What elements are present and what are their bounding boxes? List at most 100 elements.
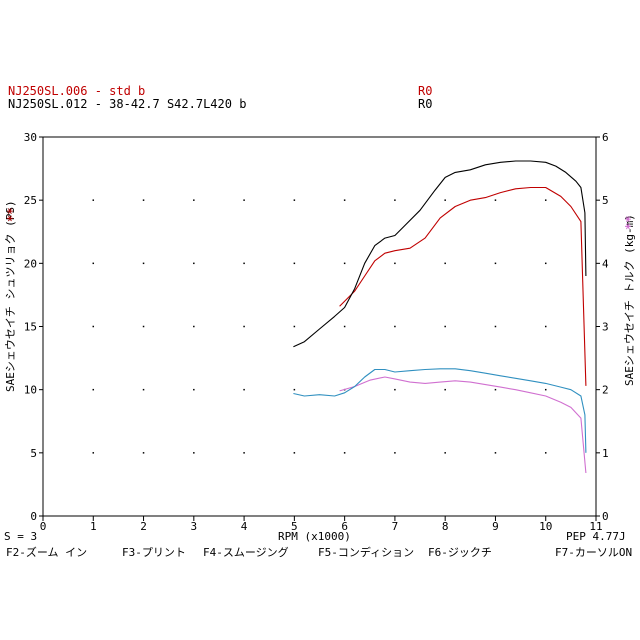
series-layer — [293, 160, 587, 474]
grid-dot — [444, 199, 446, 201]
grid-dot — [193, 262, 195, 265]
grid-dot — [494, 199, 497, 201]
grid-dot — [193, 452, 195, 454]
fkey-f6[interactable]: F6-ジックチ — [428, 546, 492, 559]
y-tick-label: 15 — [24, 321, 37, 334]
y2-ticks: 0 1 2 3 4 5 6 — [596, 131, 609, 523]
grid-dot — [544, 388, 547, 391]
run1-tag: R0 — [418, 84, 432, 98]
grid-dot — [293, 262, 296, 265]
fkey-cursor-on[interactable]: F7-カーソルON — [555, 546, 632, 559]
x-tick-label: 0 — [40, 520, 47, 533]
grid-dot — [193, 199, 195, 201]
grid-dot — [243, 452, 245, 454]
pep-readout: PEP 4.77J — [566, 530, 626, 543]
y2-tick-label: 2 — [602, 384, 609, 397]
grid-dot — [394, 262, 396, 265]
y2-tick-label: 0 — [602, 510, 609, 523]
grid-dot — [494, 262, 497, 265]
grid-dot — [293, 325, 296, 328]
grid-dot — [444, 262, 446, 265]
grid-dot — [544, 325, 547, 328]
grid-dot — [142, 262, 145, 265]
grid-dot — [394, 452, 396, 454]
y-tick-label: 25 — [24, 194, 37, 207]
y2-tick-label: 6 — [602, 131, 609, 144]
y2-tick-label: 1 — [602, 447, 609, 460]
y-tick-label: 20 — [24, 257, 37, 270]
left-markers: ** — [5, 208, 19, 222]
series-torque-line-2 — [339, 376, 587, 474]
series-power-line-0 — [339, 186, 587, 386]
fkey-condition[interactable]: F5-コンディション — [318, 545, 414, 559]
grid-dot — [444, 325, 446, 328]
run2-tag: R0 — [418, 97, 432, 111]
x-tick-label: 7 — [392, 520, 399, 533]
x-ticks: 0 1 2 3 4 5 6 7 8 9 10 11 — [40, 516, 603, 533]
grid-dot — [494, 325, 497, 328]
fkey-print[interactable]: F3-プリント — [122, 546, 186, 559]
grid-dot — [243, 199, 245, 201]
grid-dot — [92, 325, 95, 328]
grid-dot — [142, 452, 145, 454]
grid-dot — [343, 325, 346, 328]
fkey-zoom-in[interactable]: F2-ズーム イン — [6, 545, 87, 559]
right-markers: ** — [623, 216, 637, 230]
x-tick-label: 1 — [90, 520, 97, 533]
legend: NJ250SL.006 - std b R0 NJ250SL.012 - 38-… — [8, 84, 432, 111]
run2-label: NJ250SL.012 - 38-42.7 S42.7L420 b — [8, 97, 246, 111]
grid-dot — [544, 262, 547, 265]
x-tick-label: 3 — [191, 520, 198, 533]
x-tick-label: 8 — [442, 520, 449, 533]
y2-tick-label: 3 — [602, 321, 609, 334]
fkey-smoothing[interactable]: F4-スムージング — [203, 545, 289, 559]
x-tick-label: 9 — [492, 520, 499, 533]
y2-tick-label: 5 — [602, 194, 609, 207]
x-tick-label: 2 — [140, 520, 147, 533]
y-tick-label: 5 — [30, 447, 37, 460]
grid-dot — [193, 388, 195, 391]
grid-dot — [343, 452, 346, 454]
grid-dot — [343, 262, 346, 265]
grid-dot — [293, 388, 296, 391]
grid-dot — [444, 452, 446, 454]
grid-dot — [293, 452, 296, 454]
grid-dot — [243, 388, 245, 391]
grid-dot — [92, 452, 95, 454]
run1-label: NJ250SL.006 - std b — [8, 84, 145, 98]
grid-dot — [92, 388, 95, 391]
grid-dot — [243, 262, 245, 265]
function-key-bar: F2-ズーム イン F3-プリント F4-スムージング F5-コンディション F… — [6, 545, 632, 559]
grid-dot — [494, 452, 497, 454]
grid-dot — [92, 199, 95, 201]
grid-dot — [92, 262, 95, 265]
x-tick-label: 5 — [291, 520, 298, 533]
grid-dot — [394, 388, 396, 391]
x-tick-label: 10 — [539, 520, 552, 533]
grid-dot — [544, 452, 547, 454]
grid-dot — [142, 199, 145, 201]
grid-dot — [142, 325, 145, 328]
x-tick-label: 11 — [589, 520, 602, 533]
series-torque-line-3 — [293, 368, 587, 453]
grid-dot — [544, 199, 547, 201]
plot-frame — [42, 136, 597, 517]
right-axis-label: SAEシェウセイチ トルク (kg-m) — [623, 214, 636, 386]
grid-dot — [394, 199, 396, 201]
grid-dot — [494, 388, 497, 391]
grid-dot — [193, 325, 195, 328]
y-tick-label: 10 — [24, 384, 37, 397]
x-axis-label: RPM (x1000) — [278, 530, 351, 543]
grid-dot — [243, 325, 245, 328]
x-tick-label: 6 — [341, 520, 348, 533]
grid-dot — [444, 388, 446, 391]
grid-dot — [343, 199, 346, 201]
series-power-line-1 — [293, 160, 587, 348]
y-tick-label: 30 — [24, 131, 37, 144]
grid-dot — [293, 199, 296, 201]
grid-dot — [394, 325, 396, 328]
grid-dot — [142, 388, 145, 391]
y2-tick-label: 4 — [602, 257, 609, 270]
grid-dots — [92, 199, 547, 454]
